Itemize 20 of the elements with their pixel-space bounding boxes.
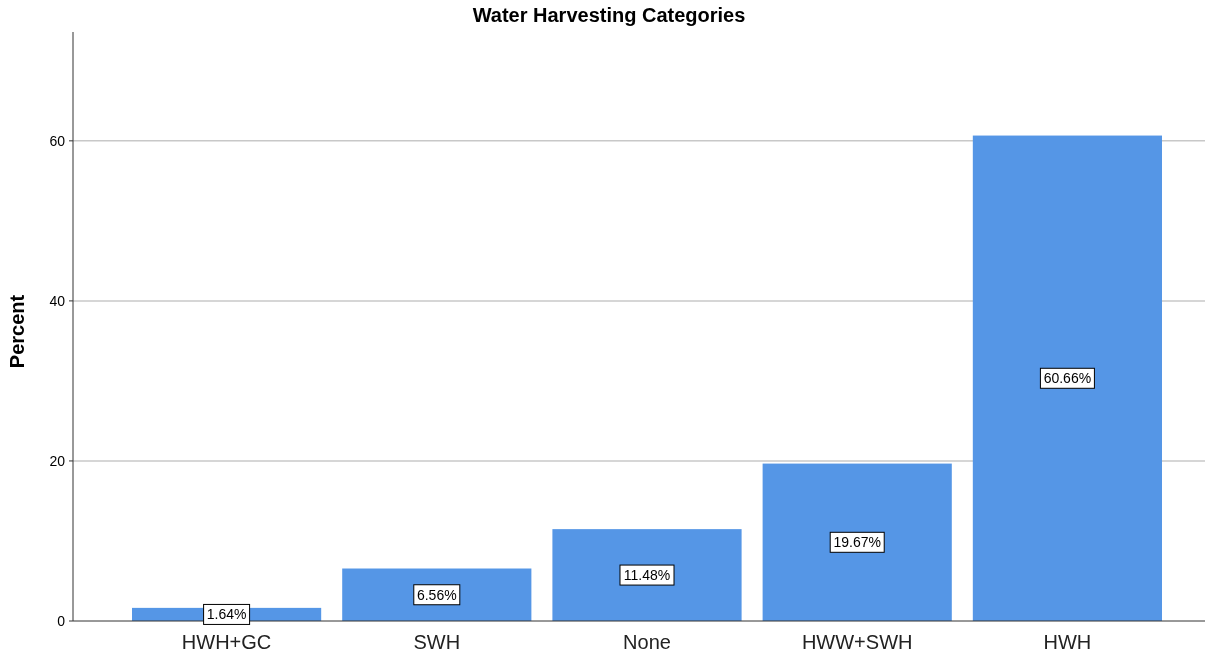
data-label: 11.48% <box>623 566 671 583</box>
x-tick-label: None <box>623 631 671 653</box>
chart-title: Water Harvesting Categories <box>472 4 746 26</box>
bar <box>552 529 742 621</box>
y-tick-label: 60 <box>49 132 66 149</box>
bar <box>762 463 952 621</box>
data-label: 19.67% <box>833 534 881 551</box>
x-tick-label: HWW+SWH <box>801 631 913 653</box>
bar <box>342 568 532 621</box>
data-label: 1.64% <box>206 606 247 623</box>
y-tick-label: 20 <box>49 452 66 469</box>
data-label: 60.66% <box>1043 370 1092 387</box>
y-tick-label: 40 <box>49 292 66 309</box>
x-tick-label: HWH <box>1043 631 1092 653</box>
y-axis-title: Percent <box>6 294 28 369</box>
x-tick-label: SWH <box>413 631 461 653</box>
x-tick-label: HWH+GC <box>181 631 272 653</box>
data-label: 6.56% <box>416 586 457 603</box>
bar <box>972 135 1162 621</box>
y-tick-label: 0 <box>57 612 66 629</box>
